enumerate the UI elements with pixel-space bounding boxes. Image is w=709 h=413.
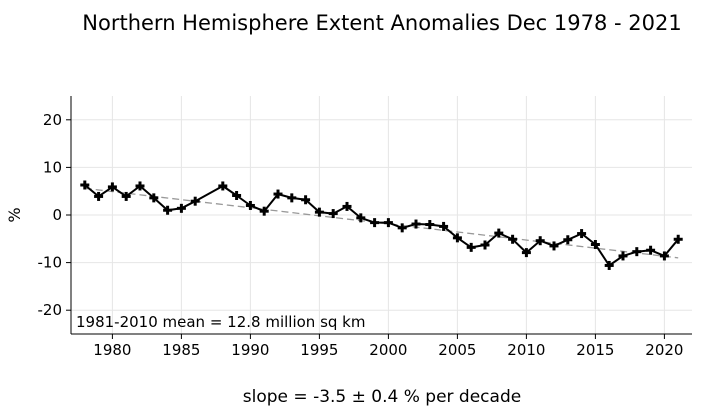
data-point: [176, 203, 186, 213]
x-tick-label: 1995: [300, 341, 338, 359]
data-point: [646, 245, 656, 255]
data-point: [577, 229, 587, 239]
data-point: [328, 209, 338, 219]
data-point: [218, 181, 228, 191]
data-point: [563, 235, 573, 245]
data-point: [604, 260, 614, 270]
data-point: [314, 207, 324, 217]
mean-annotation: 1981-2010 mean = 12.8 million sq km: [76, 313, 365, 331]
data-point: [245, 200, 255, 210]
data-point: [632, 247, 642, 257]
x-tick-label: 1985: [162, 341, 200, 359]
data-point: [121, 191, 131, 201]
data-point: [342, 201, 352, 211]
x-tick-label: 1990: [231, 341, 269, 359]
data-point: [287, 193, 297, 203]
data-point: [494, 228, 504, 238]
data-point: [659, 251, 669, 261]
x-tick-label: 2005: [438, 341, 476, 359]
data-point: [425, 220, 435, 230]
data-point: [356, 213, 366, 223]
x-tick-label: 1980: [93, 341, 131, 359]
data-point: [149, 193, 159, 203]
grid-layer: [71, 96, 692, 334]
slope-text: slope = -3.5 ± 0.4 % per decade: [243, 387, 521, 407]
y-tick-label: 0: [52, 206, 62, 224]
data-point: [370, 218, 380, 228]
data-point: [452, 233, 462, 243]
data-point: [135, 181, 145, 191]
data-point: [80, 180, 90, 190]
y-tick-label: -20: [38, 301, 63, 319]
x-tick-label: 2010: [507, 341, 545, 359]
data-point: [411, 219, 421, 229]
data-point: [397, 223, 407, 233]
data-point: [618, 251, 628, 261]
data-point: [549, 241, 559, 251]
y-tick-label: -10: [38, 254, 63, 272]
data-point: [439, 221, 449, 231]
y-tick-label: 10: [43, 158, 62, 176]
data-point: [301, 195, 311, 205]
data-point: [508, 234, 518, 244]
chart-title: Northern Hemisphere Extent Anomalies Dec…: [82, 11, 681, 35]
data-point: [535, 236, 545, 246]
data-point: [466, 242, 476, 252]
ticks-layer: 1980 1985 1990 1995 2000 2005 2010 2015 20202010…: [38, 111, 684, 359]
series-layer: [80, 180, 683, 270]
data-point: [273, 189, 283, 199]
x-tick-label: 2020: [645, 341, 683, 359]
y-tick-label: 20: [43, 111, 62, 129]
data-point: [480, 240, 490, 250]
data-point: [521, 248, 531, 258]
data-point: [190, 196, 200, 206]
data-point: [107, 182, 117, 192]
x-tick-label: 2015: [576, 341, 614, 359]
data-point: [94, 191, 104, 201]
data-point: [259, 206, 269, 216]
data-point: [163, 205, 173, 215]
data-point: [673, 234, 683, 244]
y-axis-label: %: [5, 207, 24, 222]
data-point: [383, 218, 393, 228]
anomaly-line: [84, 184, 679, 267]
data-point: [590, 240, 600, 250]
x-tick-label: 2000: [369, 341, 407, 359]
data-point: [232, 190, 242, 200]
